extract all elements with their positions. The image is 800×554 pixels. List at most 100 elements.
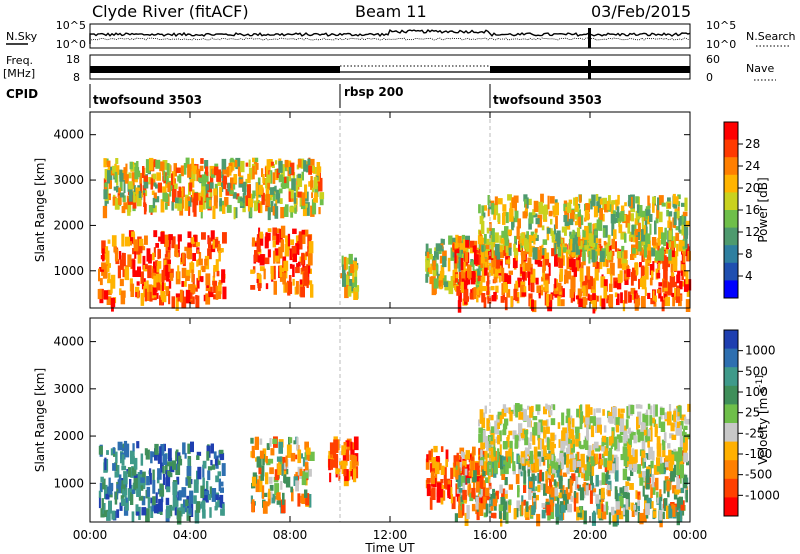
range-gate-cell xyxy=(207,181,212,193)
range-gate-cell xyxy=(274,185,277,193)
range-gate-cell xyxy=(508,407,511,415)
range-gate-cell xyxy=(141,479,146,490)
range-gate-cell xyxy=(178,186,182,194)
range-gate-cell xyxy=(256,237,260,252)
range-gate-cell xyxy=(458,498,461,511)
range-gate-cell xyxy=(297,261,301,267)
range-gate-cell xyxy=(235,157,241,170)
range-gate-cell xyxy=(303,160,307,172)
range-gate-cell xyxy=(587,293,590,301)
range-gate-cell xyxy=(486,493,491,501)
range-gate-cell xyxy=(248,159,251,168)
range-gate-cell xyxy=(534,229,538,239)
range-gate-cell xyxy=(664,227,667,240)
range-gate-cell xyxy=(291,245,297,258)
range-gate-cell xyxy=(575,260,580,272)
range-gate-cell xyxy=(434,251,439,260)
velocity-colorbar-label: Velocity [m s-1] xyxy=(755,375,770,465)
range-gate-cell xyxy=(505,259,511,264)
range-gate-cell xyxy=(634,247,638,255)
range-gate-cell xyxy=(621,245,625,253)
range-gate-cell xyxy=(249,206,253,217)
range-gate-cell xyxy=(627,427,631,434)
range-gate-cell xyxy=(612,513,617,523)
range-gate-cell xyxy=(611,222,615,236)
range-gate-cell xyxy=(222,169,227,175)
range-gate-cell xyxy=(272,193,276,202)
range-gate-cell xyxy=(98,445,103,455)
range-gate-cell xyxy=(175,463,181,475)
range-gate-cell xyxy=(624,233,627,243)
range-gate-cell xyxy=(130,283,135,297)
range-gate-cell xyxy=(683,243,689,257)
range-gate-cell xyxy=(121,480,126,494)
range-gate-cell xyxy=(197,270,202,281)
range-gate-cell xyxy=(270,448,275,456)
range-gate-cell xyxy=(431,487,436,500)
range-gate-cell xyxy=(508,430,513,436)
range-gate-cell xyxy=(503,506,507,521)
range-gate-cell xyxy=(667,282,673,296)
range-gate-cell xyxy=(637,501,640,512)
range-gate-cell xyxy=(528,276,531,286)
range-gate-cell xyxy=(486,418,490,431)
range-gate-cell xyxy=(617,293,620,303)
range-gate-cell xyxy=(178,174,182,184)
range-gate-cell xyxy=(685,299,691,312)
range-gate-cell xyxy=(136,291,140,299)
range-gate-cell xyxy=(278,160,283,173)
nsky-spike xyxy=(588,28,591,48)
range-gate-cell xyxy=(146,476,150,486)
range-gate-cell xyxy=(506,437,510,448)
range-gate-cell xyxy=(166,505,171,519)
range-gate-cell xyxy=(663,293,667,299)
range-gate-cell xyxy=(552,404,556,411)
range-gate-cell xyxy=(587,222,592,236)
range-gate-cell xyxy=(591,450,595,456)
range-gate-cell xyxy=(187,199,192,207)
range-gate-cell xyxy=(212,205,216,219)
range-gate-cell xyxy=(668,230,672,241)
range-gate-cell xyxy=(547,512,551,521)
range-gate-cell xyxy=(129,479,132,489)
range-gate-cell xyxy=(609,283,613,292)
range-gate-cell xyxy=(302,260,305,274)
range-gate-cell xyxy=(682,238,688,250)
range-gate-cell xyxy=(547,458,550,469)
range-gate-cell xyxy=(505,243,509,253)
range-gate-cell xyxy=(625,419,629,430)
range-gate-cell xyxy=(431,283,437,296)
range-gate-cell xyxy=(120,495,124,500)
range-gate-cell xyxy=(636,416,639,430)
range-gate-cell xyxy=(191,170,196,182)
range-gate-cell xyxy=(214,456,218,466)
range-gate-cell xyxy=(601,504,606,512)
range-gate-cell xyxy=(196,169,200,182)
range-gate-cell xyxy=(222,503,225,516)
range-gate-cell xyxy=(503,460,507,465)
range-gate-cell xyxy=(98,496,101,509)
range-gate-cell xyxy=(281,456,286,469)
range-gate-cell xyxy=(495,490,499,500)
colorbar-swatch xyxy=(724,367,738,387)
range-gate-cell xyxy=(171,236,176,249)
range-gate-cell xyxy=(343,469,347,477)
range-gate-cell xyxy=(175,197,180,204)
range-gate-cell xyxy=(430,448,433,461)
nave-tick-top: 60 xyxy=(706,53,720,66)
range-gate-cell xyxy=(456,461,460,476)
range-gate-cell xyxy=(594,441,599,449)
range-gate-cell xyxy=(168,180,173,191)
range-gate-cell xyxy=(237,196,242,204)
range-gate-cell xyxy=(569,458,575,472)
range-gate-cell xyxy=(195,501,201,513)
y-tick-label: 3000 xyxy=(53,173,84,187)
velocity-cells xyxy=(98,403,691,528)
range-gate-cell xyxy=(631,448,635,462)
range-gate-cell xyxy=(126,203,132,213)
range-gate-cell xyxy=(333,439,339,453)
range-gate-cell xyxy=(586,461,591,475)
range-gate-cell xyxy=(556,282,562,292)
range-gate-cell xyxy=(532,492,536,498)
range-gate-cell xyxy=(586,433,590,441)
